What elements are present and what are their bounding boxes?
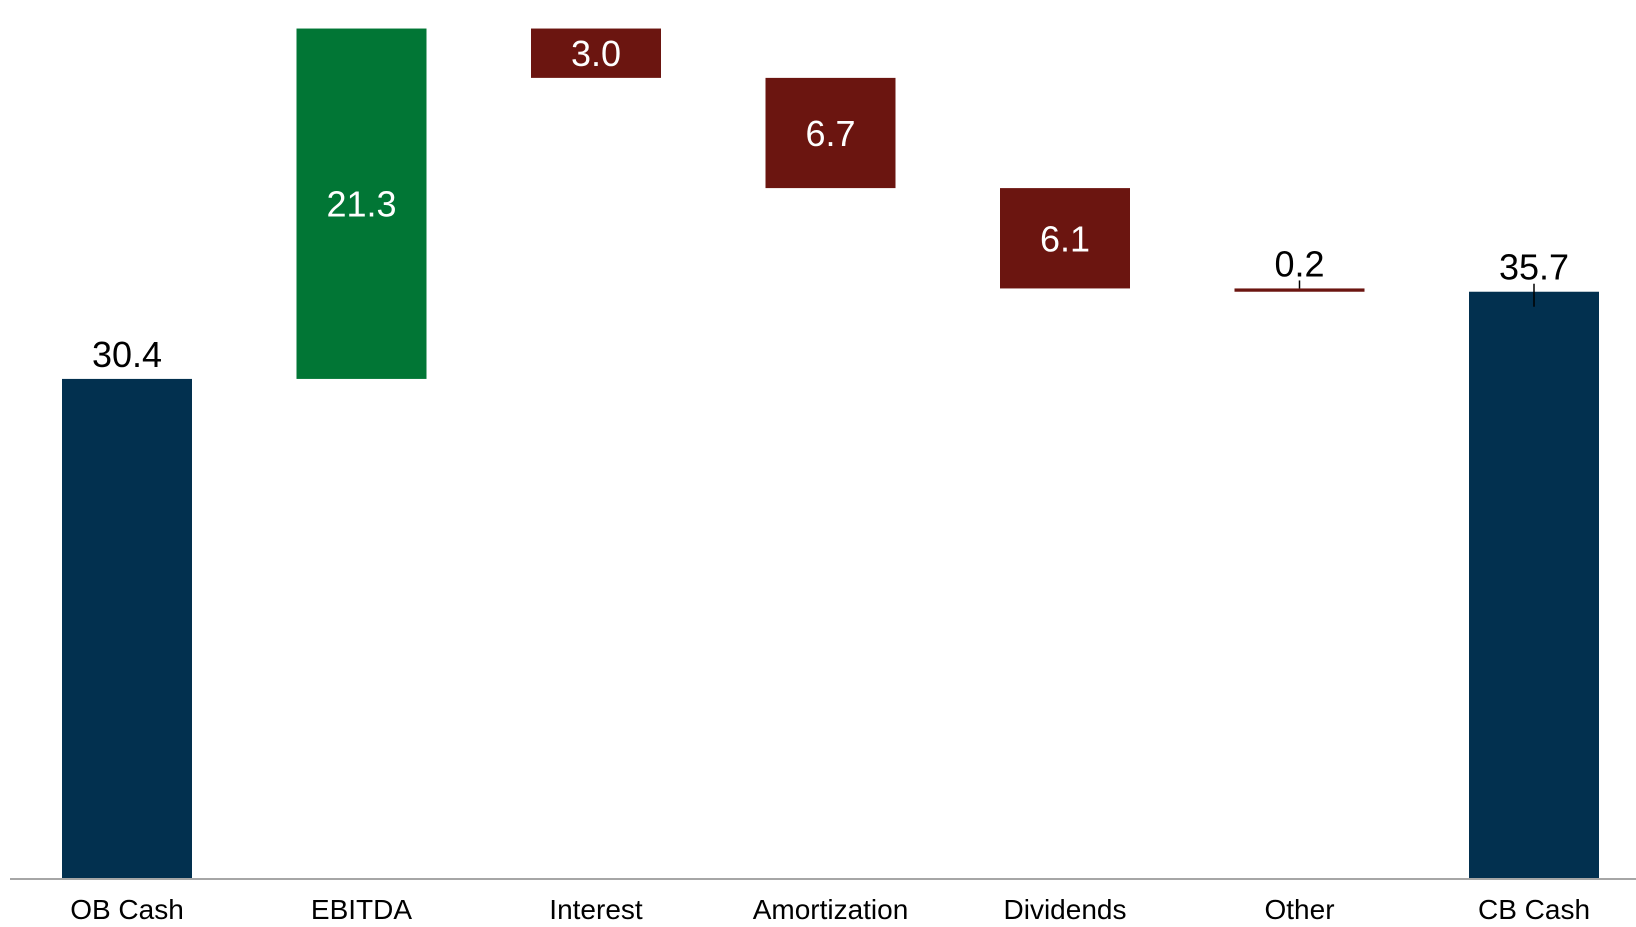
bar-ob-cash — [62, 378, 192, 879]
value-label-cb-cash: 35.7 — [1499, 247, 1569, 288]
bar-cb-cash — [1469, 291, 1599, 879]
x-tick-label-cb-cash: CB Cash — [1478, 894, 1590, 922]
value-label-interest: 3.0 — [571, 33, 621, 74]
x-tick-label-ob-cash: OB Cash — [70, 894, 184, 922]
bar-dividends — [1000, 188, 1130, 289]
x-tick-labels: OB Cash EBITDA Interest Amortization Dividen… — [70, 894, 1590, 925]
value-label-ob-cash: 30.4 — [92, 334, 162, 375]
bar-other — [1234, 288, 1365, 292]
x-tick-label-interest: Interest — [549, 894, 643, 922]
bar-ebitda — [296, 28, 427, 379]
bar-interest — [531, 28, 661, 78]
value-label-amortization: 6.7 — [805, 113, 855, 154]
x-tick-label-amortization: Amortization — [753, 894, 909, 922]
x-tick-label-ebitda: EBITDA — [311, 894, 412, 922]
labels-layer: 30.4 21.3 3.0 6.7 6.1 0.2 35.7 — [92, 33, 1569, 375]
value-label-dividends: 6.1 — [1040, 218, 1090, 259]
value-label-other: 0.2 — [1274, 243, 1324, 284]
x-tick-label-dividends: Dividends — [1004, 894, 1127, 922]
bar-amortization — [765, 77, 896, 189]
value-label-ebitda: 21.3 — [326, 184, 396, 225]
x-tick-label-other: Other — [1264, 894, 1334, 922]
bars-layer — [62, 28, 1599, 879]
